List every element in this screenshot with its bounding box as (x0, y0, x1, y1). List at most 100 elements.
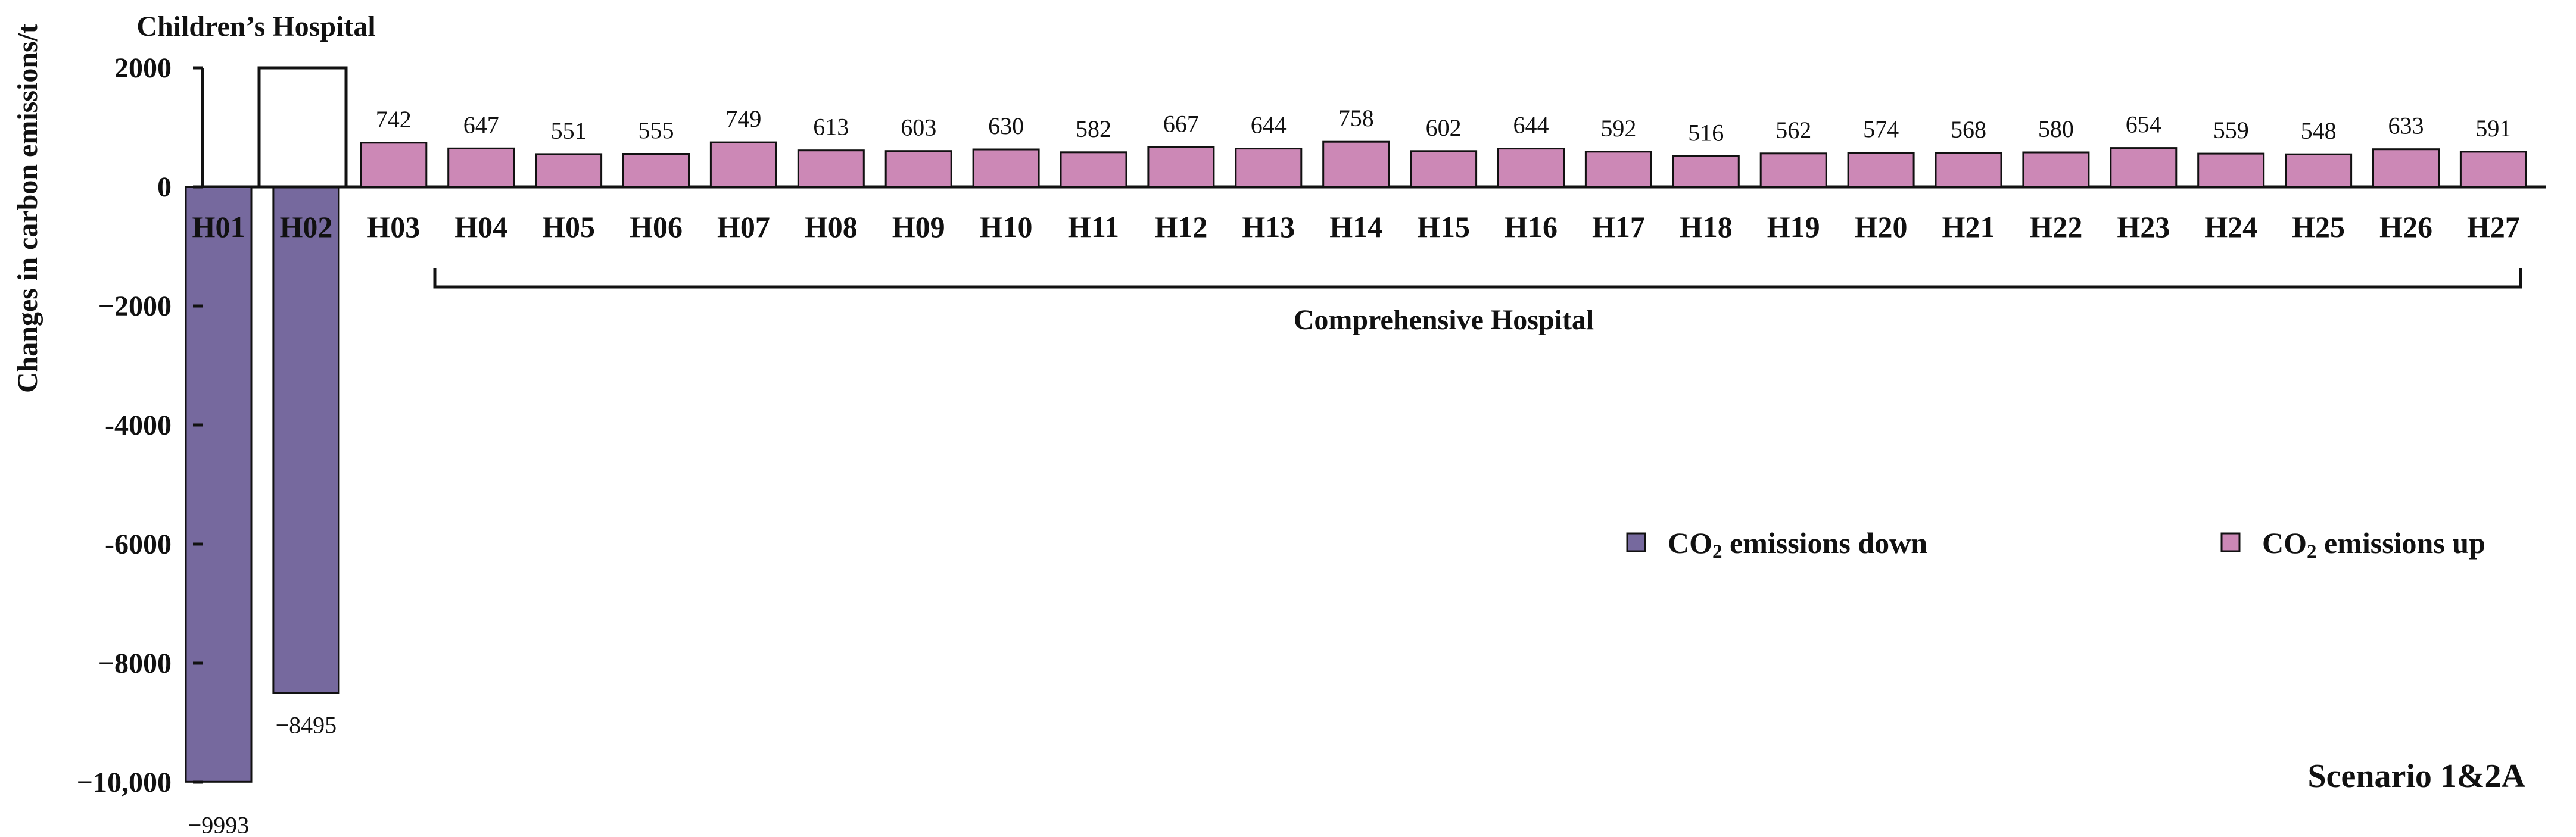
data-label: −8495 (276, 712, 337, 739)
x-tick-label: H26 (2379, 210, 2432, 243)
data-label: 574 (1863, 116, 1899, 143)
children-hospital-bracket (257, 66, 348, 189)
x-tick-label: H18 (1680, 210, 1733, 243)
x-tick-label: H04 (454, 210, 507, 243)
data-labels: −9993 −8495 742 647 551 555 749 613 603 630 582 667… (188, 105, 2512, 837)
x-tick-label: H12 (1154, 210, 1207, 243)
data-label: 654 (2126, 111, 2161, 138)
x-tick-label: H25 (2292, 210, 2345, 243)
x-tick-label: H03 (367, 210, 420, 243)
bar-h01 (185, 186, 253, 783)
y-tick-label: 0 (157, 171, 172, 203)
bar-h19 (1759, 152, 1827, 188)
bar-h24 (2197, 152, 2265, 188)
bar-h23 (2110, 147, 2178, 188)
x-tick-label: H19 (1767, 210, 1820, 243)
data-label: 667 (1163, 110, 1199, 137)
data-label: 630 (988, 113, 1024, 139)
data-label: 647 (463, 111, 499, 138)
data-label: 555 (638, 117, 674, 144)
x-tick-label: H13 (1242, 210, 1295, 243)
bar-h08 (797, 149, 865, 188)
data-label: 562 (1776, 117, 1811, 143)
bar-h13 (1235, 148, 1303, 188)
data-label: 644 (1251, 112, 1287, 139)
x-tick-label: H07 (717, 210, 770, 243)
data-label: 548 (2301, 117, 2337, 144)
legend-swatch-up (2220, 532, 2241, 552)
x-tick-label: H22 (2029, 210, 2082, 243)
x-tick-label: H08 (805, 210, 858, 243)
bar-h03 (360, 142, 428, 188)
legend: CO2 emissions down CO2 emissions up (1626, 526, 2485, 563)
x-tick-label: H24 (2204, 210, 2257, 243)
data-label: 644 (1513, 112, 1549, 139)
bar-h12 (1147, 146, 1215, 188)
data-label: 633 (2388, 113, 2424, 139)
y-tick-label: −8000 (98, 648, 172, 679)
bar-h07 (709, 141, 777, 188)
y-tick-label: 2000 (114, 52, 172, 84)
legend-label-down: CO2 emissions down (1668, 526, 1927, 563)
x-tick-label: H21 (1942, 210, 1995, 243)
bar-h25 (2285, 153, 2353, 188)
bar-h09 (884, 150, 952, 188)
bar-h27 (2459, 151, 2527, 188)
x-tick-label: H14 (1329, 210, 1382, 243)
bar-h20 (1847, 152, 1915, 188)
x-tick-label: H23 (2117, 210, 2170, 243)
x-tick-label: H16 (1505, 210, 1558, 243)
x-tick-label: H15 (1417, 210, 1470, 243)
comprehensive-hospital-bracket (433, 268, 2522, 289)
bar-h17 (1584, 151, 1652, 188)
y-tick-label: -6000 (105, 529, 172, 560)
comprehensive-hospital-label: Comprehensive Hospital (1294, 304, 1594, 336)
data-label: 582 (1076, 115, 1111, 142)
x-tick-labels: H01 H02 H03 H04 H05 H06 H07 H08 H09 H10 H11 H12 H13 H… (192, 210, 2520, 243)
x-tick-label: H01 (192, 210, 245, 243)
data-label: −9993 (188, 811, 250, 837)
bar-h04 (447, 147, 515, 188)
x-tick-label: H20 (1855, 210, 1908, 243)
x-tick-label: H06 (630, 210, 683, 243)
x-tick-label: H10 (980, 210, 1033, 243)
children-hospital-label: Children’s Hospital (136, 11, 375, 42)
y-ticks: 2000 0 −2000 -4000 -6000 −8000 −10,000 (77, 52, 203, 798)
data-label: 580 (2038, 115, 2074, 142)
y-tick-label: -4000 (105, 410, 172, 441)
x-tick-label: H05 (542, 210, 595, 243)
bar-h15 (1410, 150, 1478, 188)
bar-h05 (535, 153, 603, 188)
bar-h21 (1935, 152, 2002, 188)
data-label: 592 (1600, 115, 1636, 142)
legend-label-up: CO2 emissions up (2262, 526, 2485, 563)
bar-h18 (1672, 155, 1740, 188)
x-tick-label: H11 (1068, 210, 1119, 243)
data-label: 613 (813, 114, 849, 140)
data-label: 758 (1338, 105, 1374, 132)
data-label: 551 (551, 117, 587, 144)
y-tick-label: −10,000 (77, 767, 172, 798)
bar-h11 (1060, 151, 1127, 188)
data-label: 516 (1688, 119, 1724, 146)
y-axis-label: Changes in carbon emissions/t (12, 24, 43, 393)
x-tick-label: H17 (1592, 210, 1645, 243)
bar-h26 (2372, 148, 2440, 188)
bar-h22 (2022, 151, 2090, 188)
data-label: 603 (901, 114, 936, 141)
data-label: 559 (2213, 117, 2249, 143)
data-label: 568 (1951, 116, 1986, 143)
legend-swatch-down (1626, 532, 1646, 552)
data-label: 591 (2475, 115, 2511, 142)
data-label: 602 (1426, 114, 1462, 141)
bars (185, 140, 2527, 783)
bar-h14 (1322, 140, 1390, 188)
x-tick-label: H09 (892, 210, 945, 243)
y-tick-label: −2000 (98, 291, 172, 322)
bar-h10 (972, 148, 1040, 188)
x-tick-label: H02 (279, 210, 332, 243)
scenario-label: Scenario 1&2A (2307, 758, 2525, 795)
bar-h02 (272, 186, 340, 694)
x-tick-label: H27 (2467, 210, 2520, 243)
